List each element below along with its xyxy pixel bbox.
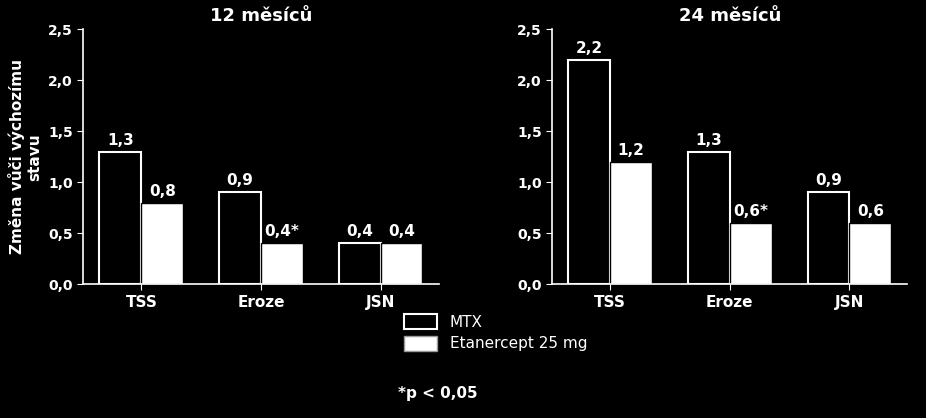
Bar — [807, 192, 849, 284]
Bar — [381, 243, 422, 284]
Text: 1,3: 1,3 — [107, 133, 133, 148]
Text: 0,9: 0,9 — [227, 173, 254, 189]
Bar — [99, 152, 142, 284]
Bar — [849, 223, 892, 284]
Bar — [610, 162, 652, 284]
Text: 0,6: 0,6 — [857, 204, 884, 219]
Bar — [688, 152, 730, 284]
Text: 0,4*: 0,4* — [265, 224, 299, 240]
Text: 1,3: 1,3 — [695, 133, 722, 148]
Text: 0,9: 0,9 — [815, 173, 842, 189]
Bar — [569, 60, 610, 284]
Text: *p < 0,05: *p < 0,05 — [398, 386, 478, 401]
Text: 0,4: 0,4 — [346, 224, 373, 240]
Bar — [261, 243, 303, 284]
Title: 12 měsíců: 12 měsíců — [210, 7, 312, 25]
Y-axis label: Změna vůči výchozímu
stavu: Změna vůči výchozímu stavu — [8, 59, 43, 254]
Bar — [730, 223, 771, 284]
Bar — [142, 203, 183, 284]
Text: 1,2: 1,2 — [618, 143, 644, 158]
Bar — [339, 243, 381, 284]
Title: 24 měsíců: 24 měsíců — [679, 7, 781, 25]
Text: 0,6*: 0,6* — [733, 204, 769, 219]
Legend: MTX, Etanercept 25 mg: MTX, Etanercept 25 mg — [399, 310, 592, 356]
Text: 2,2: 2,2 — [576, 41, 603, 56]
Text: 0,8: 0,8 — [149, 184, 176, 199]
Text: 0,4: 0,4 — [388, 224, 415, 240]
Bar — [219, 192, 261, 284]
